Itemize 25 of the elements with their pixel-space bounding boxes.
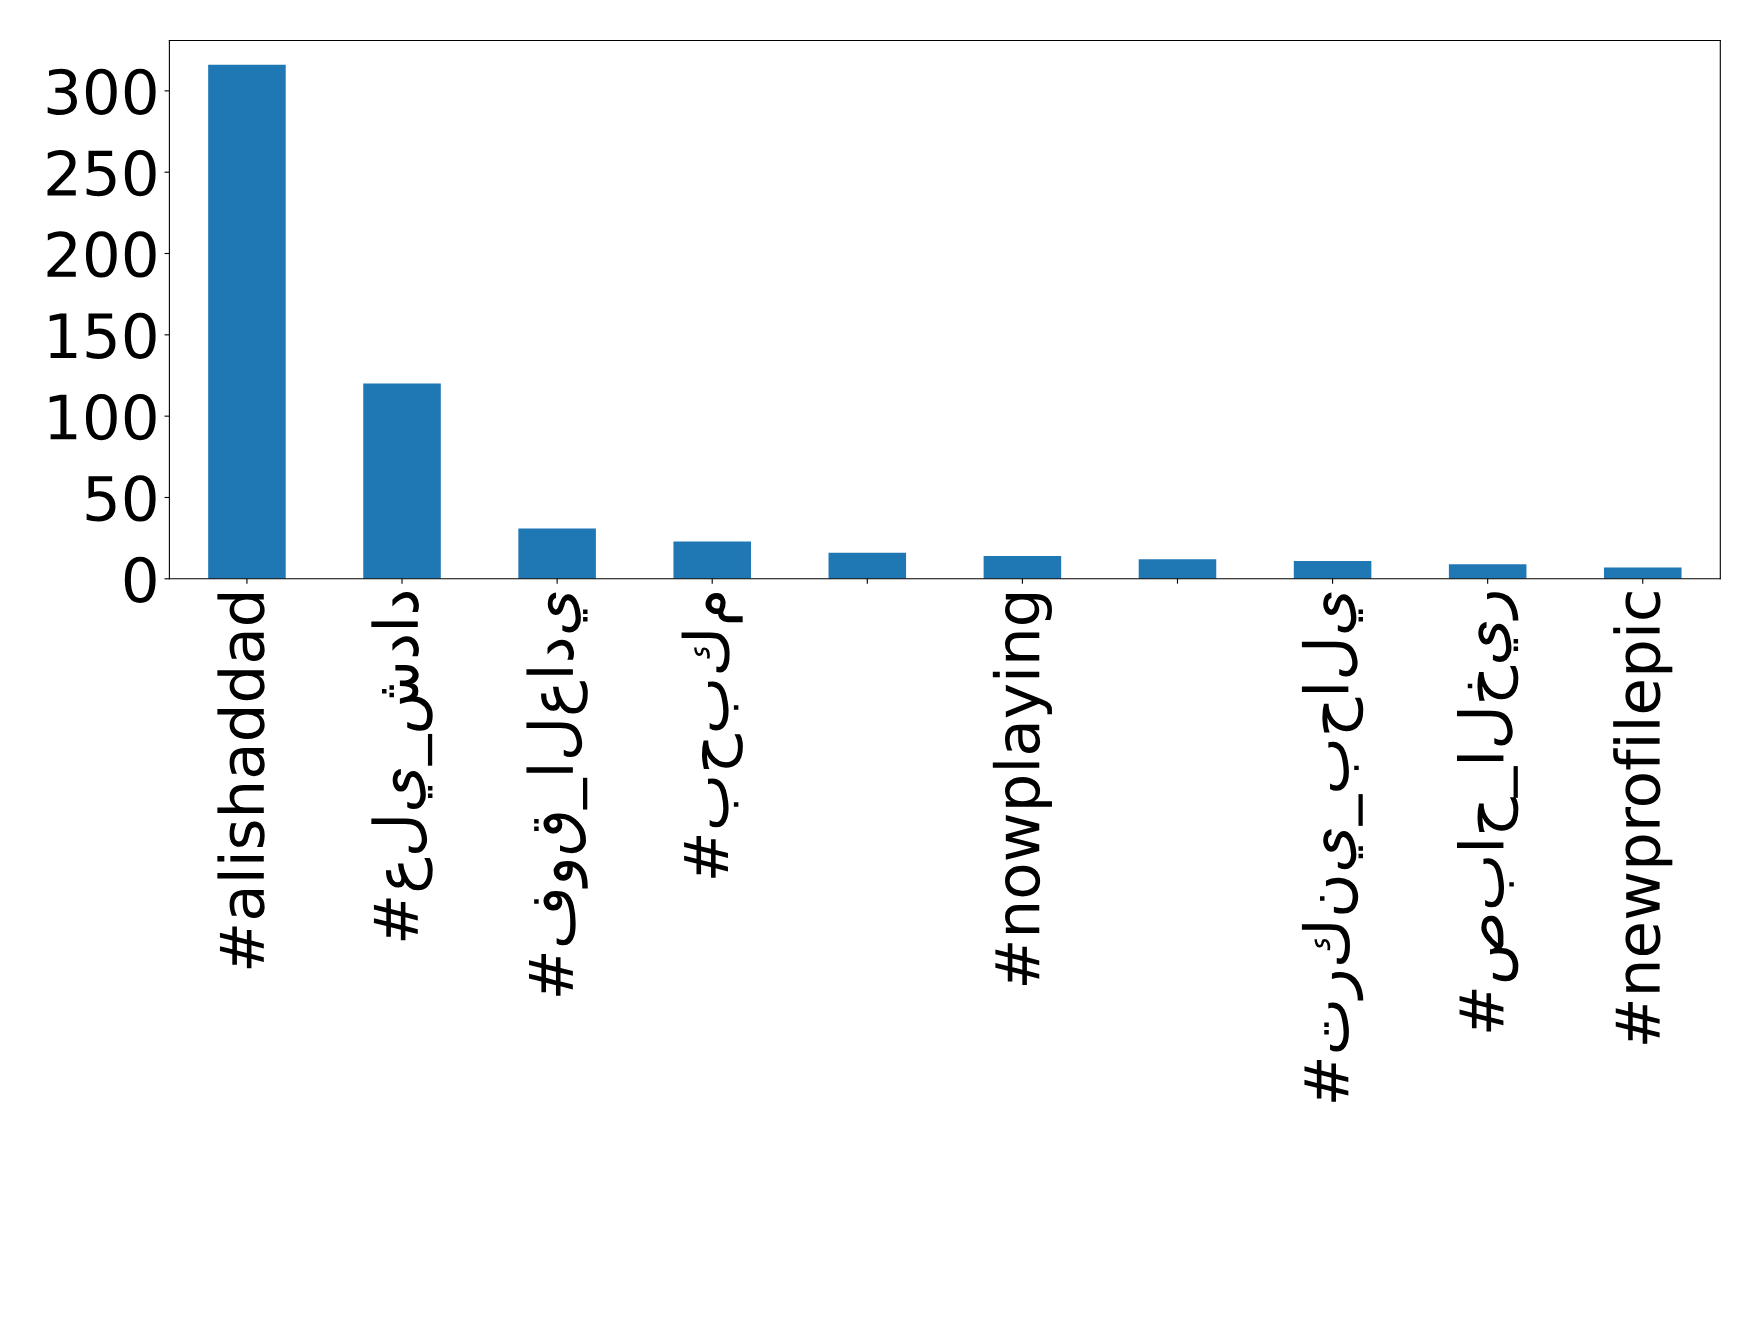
y-tick-label: 250: [47, 150, 156, 197]
bar: [363, 383, 441, 579]
bar: [1138, 559, 1217, 579]
bar: [983, 556, 1062, 579]
bar: [1448, 564, 1527, 579]
x-tick-label: #تركني_بحالي: [1301, 592, 1364, 1102]
bar: [673, 541, 751, 579]
y-tick-label: 0: [124, 556, 156, 603]
bar: [828, 552, 907, 579]
y-tick-label: 200: [47, 231, 156, 278]
y-tick-label: 50: [86, 475, 156, 522]
y-tick-label: 300: [47, 68, 156, 115]
x-tick-label: #newprofilepic: [1613, 592, 1673, 1044]
bar: [518, 528, 596, 579]
y-tick-label: 150: [49, 312, 156, 359]
bar: [1293, 560, 1372, 579]
x-tick-label: #فوق_العادي: [526, 592, 588, 996]
x-tick-label: #nowplaying: [992, 594, 1052, 986]
bar: [208, 64, 286, 579]
x-tick-label: #alishaddad: [217, 594, 265, 969]
bar: [1603, 567, 1682, 579]
x-tick-label: #بحبكم: [681, 593, 743, 878]
x-tick-label: #علي_شداد: [371, 592, 433, 941]
y-tick-label: 100: [49, 394, 156, 441]
x-tick-label: #صباح_الخير: [1456, 592, 1519, 1032]
